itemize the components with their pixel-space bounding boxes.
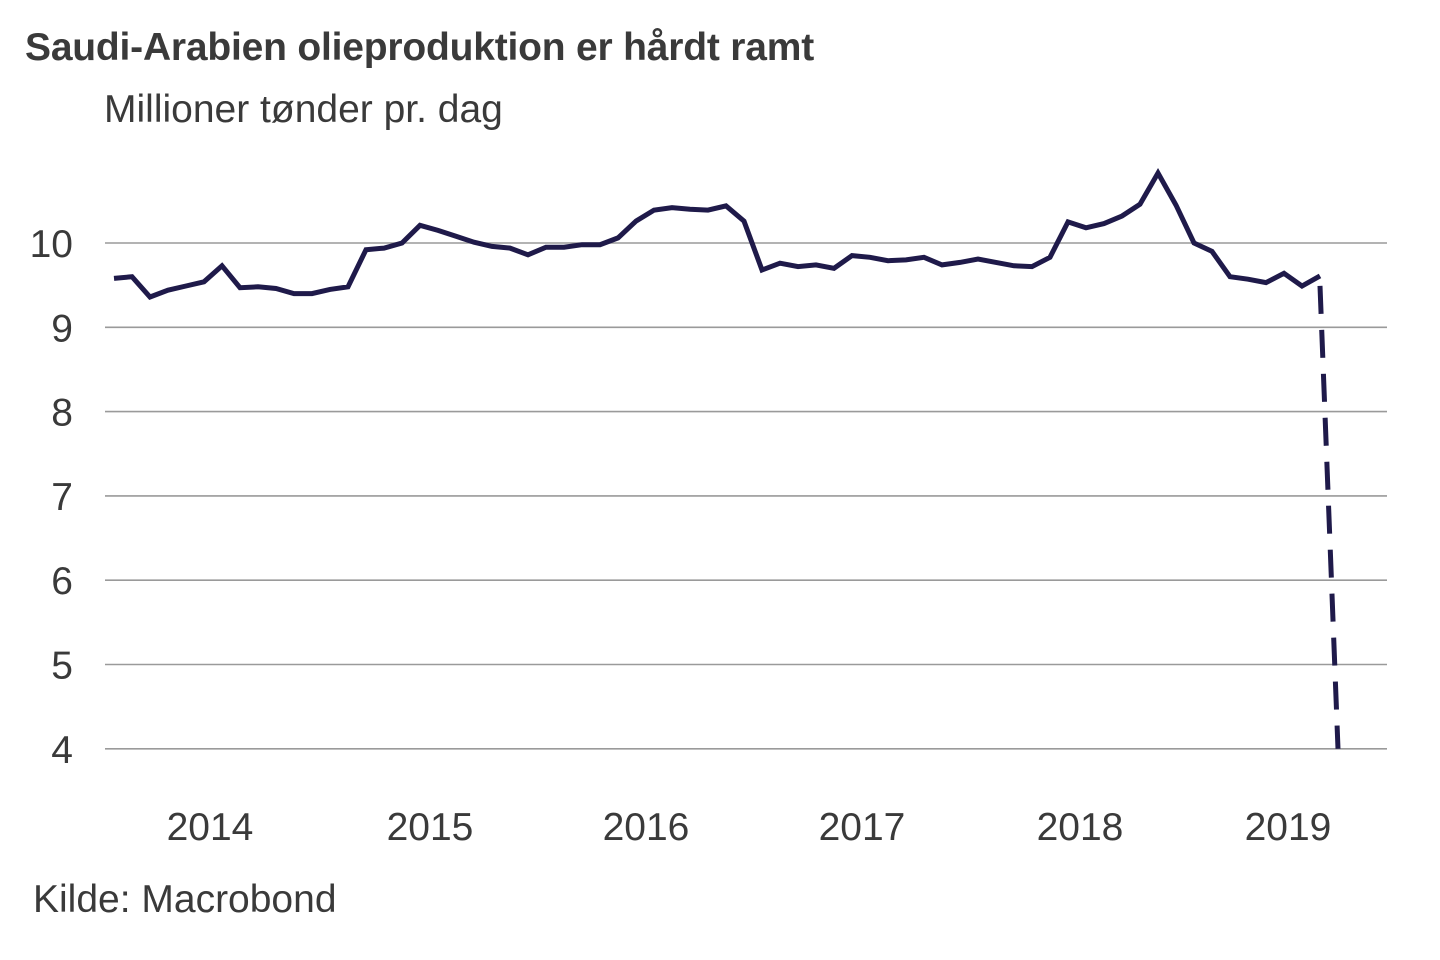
y-tick-label: 9 xyxy=(51,307,73,350)
y-tick-label: 8 xyxy=(51,392,73,435)
x-tick-label: 2015 xyxy=(387,806,474,849)
y-tick-label: 4 xyxy=(51,729,73,772)
gridlines xyxy=(105,242,1387,750)
x-tick-label: 2019 xyxy=(1245,806,1332,849)
series-lines xyxy=(113,167,1341,749)
x-tick-label: 2014 xyxy=(167,806,254,849)
x-tick-label: 2018 xyxy=(1037,806,1124,849)
chart-title: Saudi-Arabien olieproduktion er hårdt ra… xyxy=(25,26,815,69)
x-tick-label: 2017 xyxy=(819,806,906,849)
x-axis-ticks: 2014 2015 2016 2017 2018 2019 xyxy=(167,806,1332,849)
y-tick-label: 5 xyxy=(51,645,73,688)
x-tick-label: 2016 xyxy=(603,806,690,849)
y-tick-label: 10 xyxy=(30,223,73,266)
series-line-production xyxy=(113,167,1322,300)
y-tick-label: 7 xyxy=(51,476,73,519)
series-line-projection xyxy=(1317,285,1341,749)
source-note: Kilde: Macrobond xyxy=(33,878,337,921)
y-tick-label: 6 xyxy=(51,560,73,603)
chart-subtitle: Millioner tønder pr. dag xyxy=(104,88,503,131)
y-axis-ticks: 4 5 6 7 8 9 10 xyxy=(30,223,73,772)
